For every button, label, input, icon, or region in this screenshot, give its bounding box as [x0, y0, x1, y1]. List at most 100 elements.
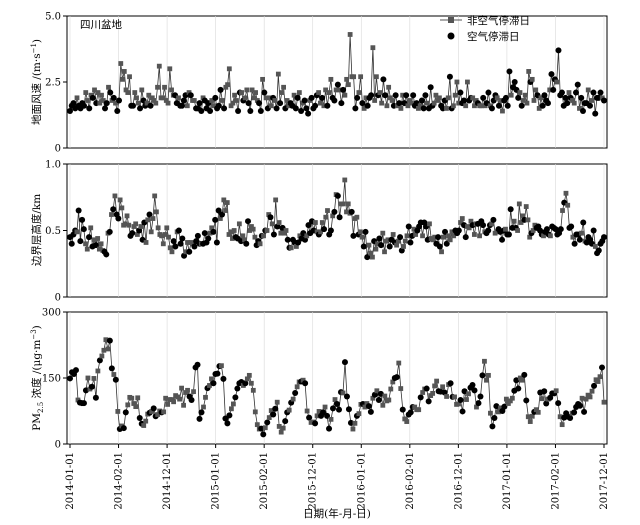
point-stagnation [136, 415, 143, 422]
point-nonstagnation [347, 32, 353, 37]
point-nonstagnation [470, 95, 476, 101]
point-nonstagnation [151, 98, 157, 103]
point-nonstagnation [163, 395, 169, 401]
point-stagnation [302, 380, 309, 387]
point-nonstagnation [395, 103, 400, 109]
point-nonstagnation [219, 363, 224, 369]
point-nonstagnation [364, 401, 370, 406]
y-axis-label-sub: 2.5 [37, 402, 45, 413]
point-nonstagnation [120, 76, 125, 82]
point-nonstagnation [226, 232, 232, 237]
point-nonstagnation [373, 246, 379, 252]
point-stagnation [324, 412, 331, 419]
point-nonstagnation [547, 87, 553, 93]
legend-marker-stagnation [447, 32, 455, 40]
point-nonstagnation [297, 233, 303, 239]
point-stagnation [425, 398, 432, 405]
point-nonstagnation [323, 87, 329, 93]
point-nonstagnation [395, 238, 401, 244]
point-stagnation [312, 102, 319, 109]
point-nonstagnation [231, 228, 237, 233]
point-stagnation [405, 223, 412, 230]
point-stagnation [515, 94, 522, 101]
point-nonstagnation [323, 214, 329, 220]
point-nonstagnation [316, 90, 322, 95]
point-stagnation [334, 192, 341, 199]
point-stagnation [247, 108, 254, 115]
point-stagnation [352, 105, 359, 112]
point-stagnation [555, 400, 562, 407]
point-nonstagnation [456, 401, 461, 407]
point-nonstagnation [272, 98, 278, 103]
point-stagnation [224, 420, 231, 427]
point-stagnation [186, 248, 193, 255]
point-stagnation [422, 92, 429, 99]
point-nonstagnation [570, 234, 576, 240]
point-nonstagnation [533, 87, 539, 93]
point-stagnation [226, 412, 233, 419]
point-nonstagnation [260, 76, 265, 82]
point-stagnation [518, 102, 525, 109]
point-stagnation [187, 92, 194, 99]
point-nonstagnation [342, 177, 348, 183]
point-nonstagnation [119, 205, 125, 211]
point-stagnation [350, 232, 357, 239]
point-stagnation [107, 89, 114, 96]
point-stagnation [382, 92, 389, 99]
point-stagnation [321, 226, 328, 233]
point-stagnation [442, 228, 449, 235]
point-stagnation [116, 97, 123, 104]
point-stagnation [558, 89, 565, 96]
point-stagnation [436, 243, 443, 250]
point-stagnation [407, 239, 414, 246]
point-nonstagnation [451, 233, 457, 239]
point-nonstagnation [181, 402, 186, 408]
point-stagnation [292, 105, 299, 112]
point-nonstagnation [424, 100, 430, 106]
point-nonstagnation [431, 100, 437, 106]
point-nonstagnation [161, 409, 167, 415]
point-nonstagnation [579, 230, 584, 236]
point-nonstagnation [486, 372, 491, 378]
point-stagnation [601, 234, 607, 241]
point-nonstagnation [176, 95, 181, 101]
point-nonstagnation [294, 384, 300, 390]
point-nonstagnation [135, 100, 141, 106]
point-nonstagnation [139, 87, 145, 93]
point-nonstagnation [246, 372, 252, 378]
y-axis-label-close: ) [31, 325, 43, 329]
point-stagnation [256, 100, 263, 107]
point-nonstagnation [247, 228, 253, 233]
point-stagnation [599, 364, 606, 371]
point-nonstagnation [494, 229, 500, 235]
point-nonstagnation [373, 74, 379, 80]
point-nonstagnation [402, 416, 408, 422]
point-stagnation [541, 388, 548, 395]
point-stagnation [81, 102, 88, 109]
point-stagnation [397, 234, 404, 241]
point-nonstagnation [109, 98, 115, 103]
point-nonstagnation [366, 242, 372, 248]
point-stagnation [67, 108, 73, 115]
point-nonstagnation [99, 353, 105, 359]
point-nonstagnation [166, 234, 171, 240]
point-nonstagnation [386, 84, 392, 90]
point-nonstagnation [518, 220, 524, 225]
point-nonstagnation [380, 230, 386, 236]
point-nonstagnation [135, 395, 141, 401]
point-stagnation [427, 84, 434, 91]
point-stagnation [579, 108, 586, 115]
point-stagnation [396, 100, 403, 107]
point-nonstagnation [288, 245, 294, 251]
point-nonstagnation [601, 399, 607, 405]
point-nonstagnation [290, 396, 296, 402]
point-nonstagnation [451, 103, 456, 109]
point-nonstagnation [529, 413, 535, 419]
point-nonstagnation [314, 229, 320, 235]
point-nonstagnation [532, 222, 538, 228]
point-stagnation [294, 94, 301, 101]
point-nonstagnation [160, 95, 166, 101]
point-nonstagnation [134, 232, 140, 237]
point-nonstagnation [432, 234, 438, 240]
point-stagnation [137, 105, 144, 112]
